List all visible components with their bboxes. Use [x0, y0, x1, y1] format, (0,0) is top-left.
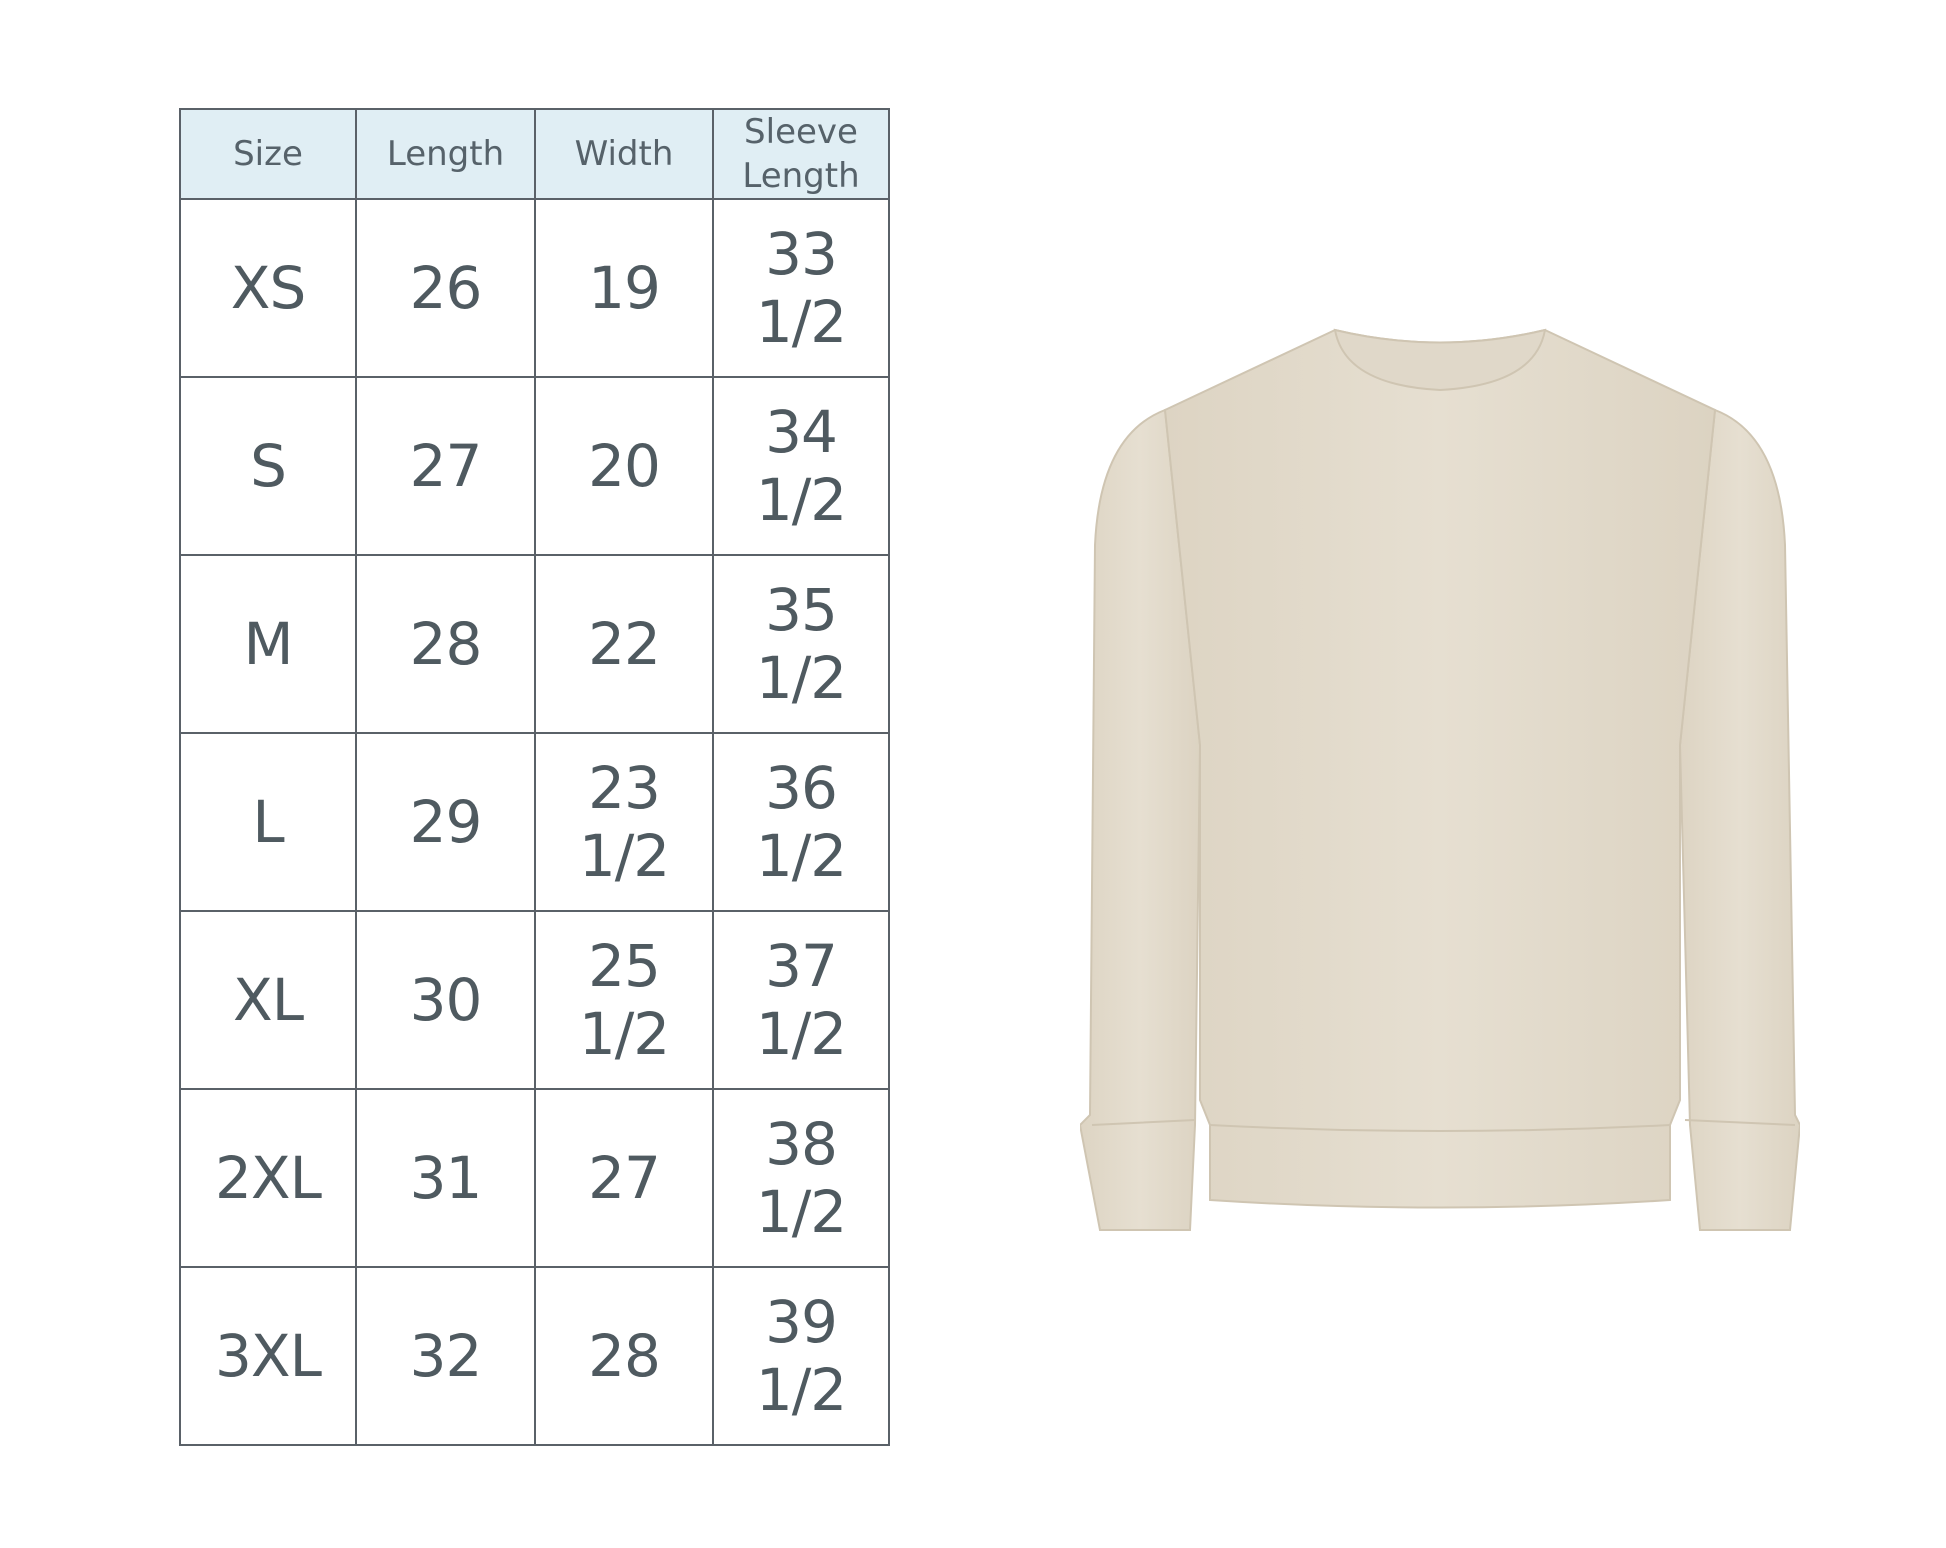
- table-row: XL 30 25 1/2 37 1/2: [179, 910, 890, 1090]
- cell-length: 32: [355, 1266, 536, 1446]
- cell-size: XL: [179, 910, 357, 1090]
- cell-sleeve-length: 35 1/2: [712, 554, 890, 734]
- crewneck-sweatshirt-image: [1080, 328, 1800, 1231]
- cell-sleeve-length: 37 1/2: [712, 910, 890, 1090]
- header-width: Width: [534, 108, 714, 200]
- table-row: M 28 22 35 1/2: [179, 554, 890, 734]
- size-chart-table: Size Length Width Sleeve Length XS 26 19 33…: [179, 108, 890, 1446]
- cell-size: M: [179, 554, 357, 734]
- cell-width: 28: [534, 1266, 714, 1446]
- cell-size: L: [179, 732, 357, 912]
- cell-size: XS: [179, 198, 357, 378]
- table-row: XS 26 19 33 1/2: [179, 198, 890, 378]
- table-row: S 27 20 34 1/2: [179, 376, 890, 556]
- header-size: Size: [179, 108, 357, 200]
- cell-width: 25 1/2: [534, 910, 714, 1090]
- cell-sleeve-length: 39 1/2: [712, 1266, 890, 1446]
- table-row: 2XL 31 27 38 1/2: [179, 1088, 890, 1268]
- cell-sleeve-length: 33 1/2: [712, 198, 890, 378]
- cell-width: 27: [534, 1088, 714, 1268]
- cell-width: 23 1/2: [534, 732, 714, 912]
- cell-size: S: [179, 376, 357, 556]
- cell-size: 3XL: [179, 1266, 357, 1446]
- cell-sleeve-length: 36 1/2: [712, 732, 890, 912]
- cell-length: 28: [355, 554, 536, 734]
- header-row: Size Length Width Sleeve Length: [179, 108, 890, 200]
- cell-width: 19: [534, 198, 714, 378]
- cell-size: 2XL: [179, 1088, 357, 1268]
- cell-length: 27: [355, 376, 536, 556]
- cell-sleeve-length: 34 1/2: [712, 376, 890, 556]
- cell-width: 22: [534, 554, 714, 734]
- cell-length: 31: [355, 1088, 536, 1268]
- cell-length: 26: [355, 198, 536, 378]
- cell-length: 30: [355, 910, 536, 1090]
- header-length: Length: [355, 108, 536, 200]
- table-row: 3XL 32 28 39 1/2: [179, 1266, 890, 1446]
- cell-sleeve-length: 38 1/2: [712, 1088, 890, 1268]
- table-row: L 29 23 1/2 36 1/2: [179, 732, 890, 912]
- cell-length: 29: [355, 732, 536, 912]
- cell-width: 20: [534, 376, 714, 556]
- header-sleeve-length: Sleeve Length: [712, 108, 890, 200]
